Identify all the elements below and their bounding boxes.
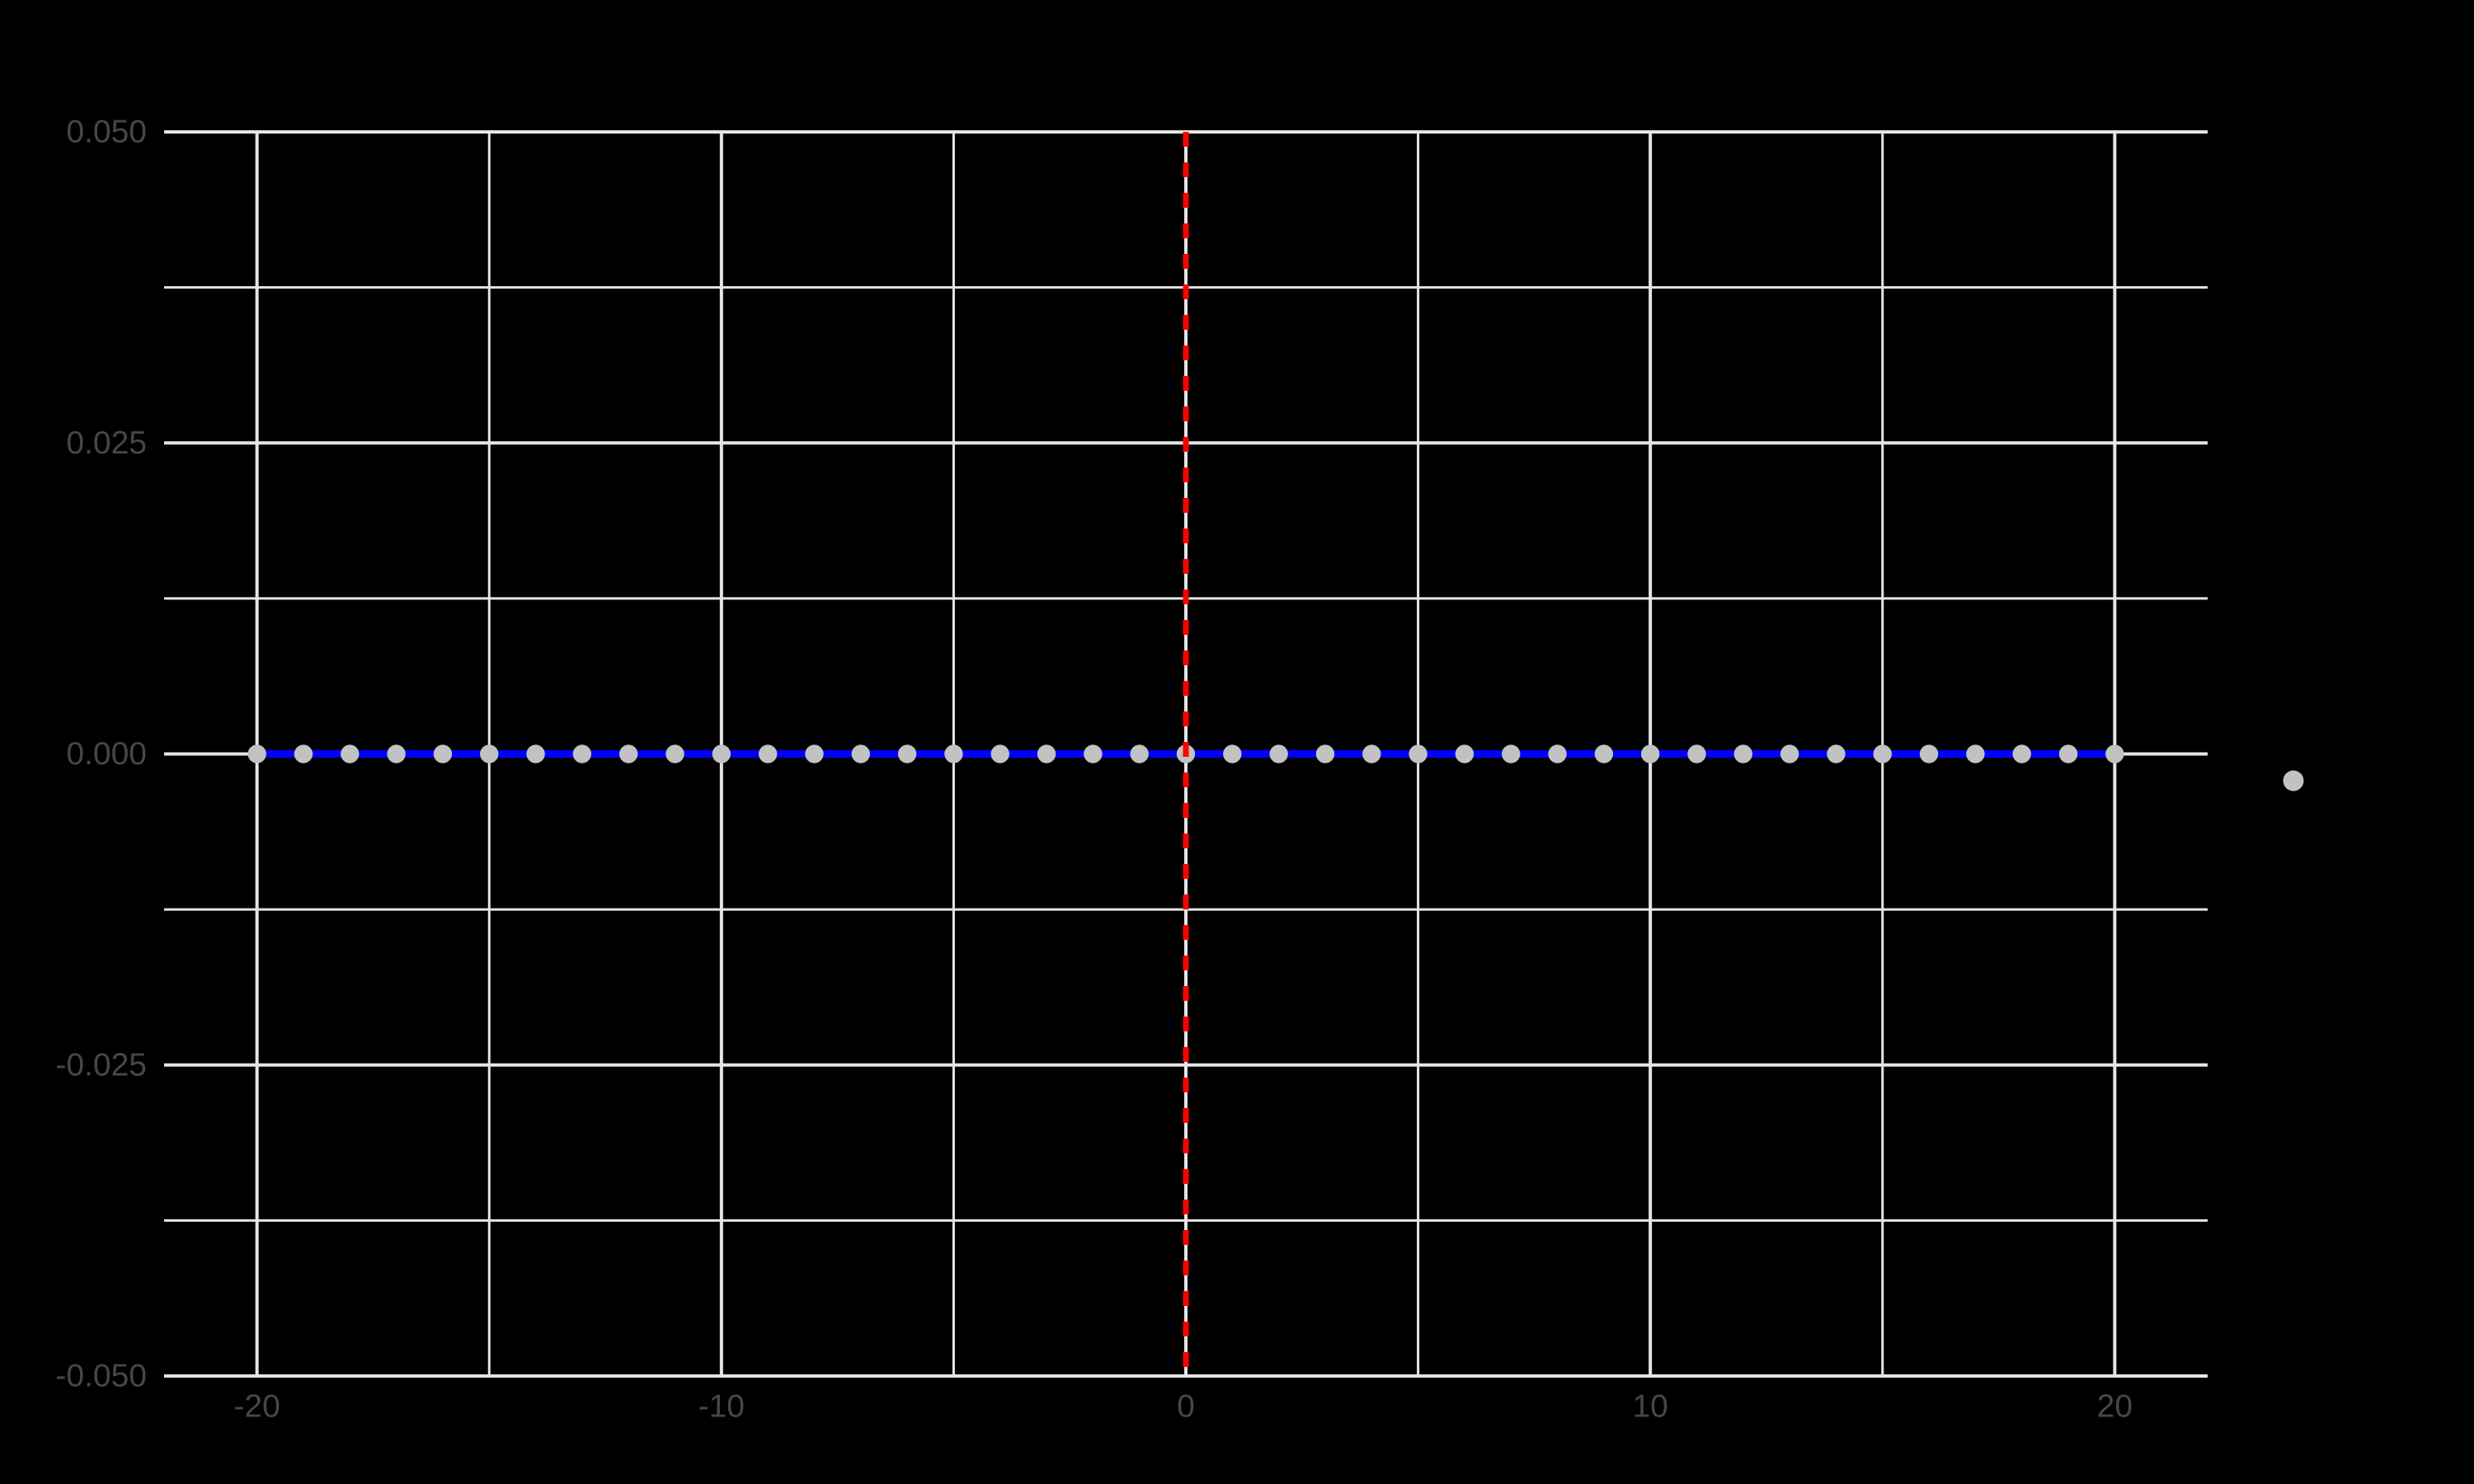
data-point <box>1362 744 1381 763</box>
data-point <box>1640 744 1660 763</box>
data-point <box>851 744 870 763</box>
data-point <box>712 744 731 763</box>
data-point <box>758 744 778 763</box>
data-point <box>1409 744 1427 763</box>
data-point <box>1084 744 1103 763</box>
data-point <box>1780 744 1799 763</box>
data-point <box>1455 744 1475 763</box>
data-point <box>990 744 1009 763</box>
data-point <box>805 744 824 763</box>
data-points-group <box>247 744 2124 763</box>
data-point <box>2105 744 2124 763</box>
data-point <box>433 744 453 763</box>
data-point <box>526 744 545 763</box>
data-point <box>1594 744 1614 763</box>
data-point <box>1548 744 1567 763</box>
data-point <box>944 744 963 763</box>
y-tick-label: 0.025 <box>66 425 147 461</box>
data-point <box>341 744 360 763</box>
data-point <box>387 744 406 763</box>
data-point <box>480 744 499 763</box>
data-point <box>618 744 638 763</box>
y-tick-label: -0.050 <box>55 1359 147 1394</box>
data-point <box>1269 744 1288 763</box>
data-point <box>1733 744 1753 763</box>
data-point <box>1687 744 1706 763</box>
legend-key-group <box>2283 770 2304 791</box>
data-point <box>1919 744 1939 763</box>
data-point <box>1827 744 1846 763</box>
data-point <box>1037 744 1056 763</box>
data-point <box>1966 744 1985 763</box>
data-point <box>2058 744 2078 763</box>
x-tick-label: 0 <box>1177 1389 1195 1425</box>
data-point <box>1873 744 1892 763</box>
data-point <box>294 744 313 763</box>
x-tick-label: 20 <box>2097 1389 2133 1425</box>
data-point <box>1502 744 1521 763</box>
data-point <box>247 744 266 763</box>
x-tick-label: 10 <box>1632 1389 1667 1425</box>
x-tick-label: -10 <box>698 1389 745 1425</box>
y-tick-label: 0.050 <box>66 115 147 150</box>
x-tick-label: -20 <box>233 1389 280 1425</box>
data-point <box>572 744 592 763</box>
data-point <box>2012 744 2031 763</box>
y-axis-labels: 0.050 0.025 0.000 -0.025 -0.050 <box>55 115 147 1394</box>
data-point <box>897 744 917 763</box>
y-tick-label: 0.000 <box>66 736 147 772</box>
y-tick-label: -0.025 <box>55 1047 147 1082</box>
data-point <box>1130 744 1149 763</box>
data-point <box>666 744 684 763</box>
legend-key-point <box>2283 770 2304 791</box>
x-axis-labels: -20 -10 0 10 20 <box>233 1389 2133 1425</box>
data-point <box>1223 744 1242 763</box>
data-point <box>1315 744 1335 763</box>
